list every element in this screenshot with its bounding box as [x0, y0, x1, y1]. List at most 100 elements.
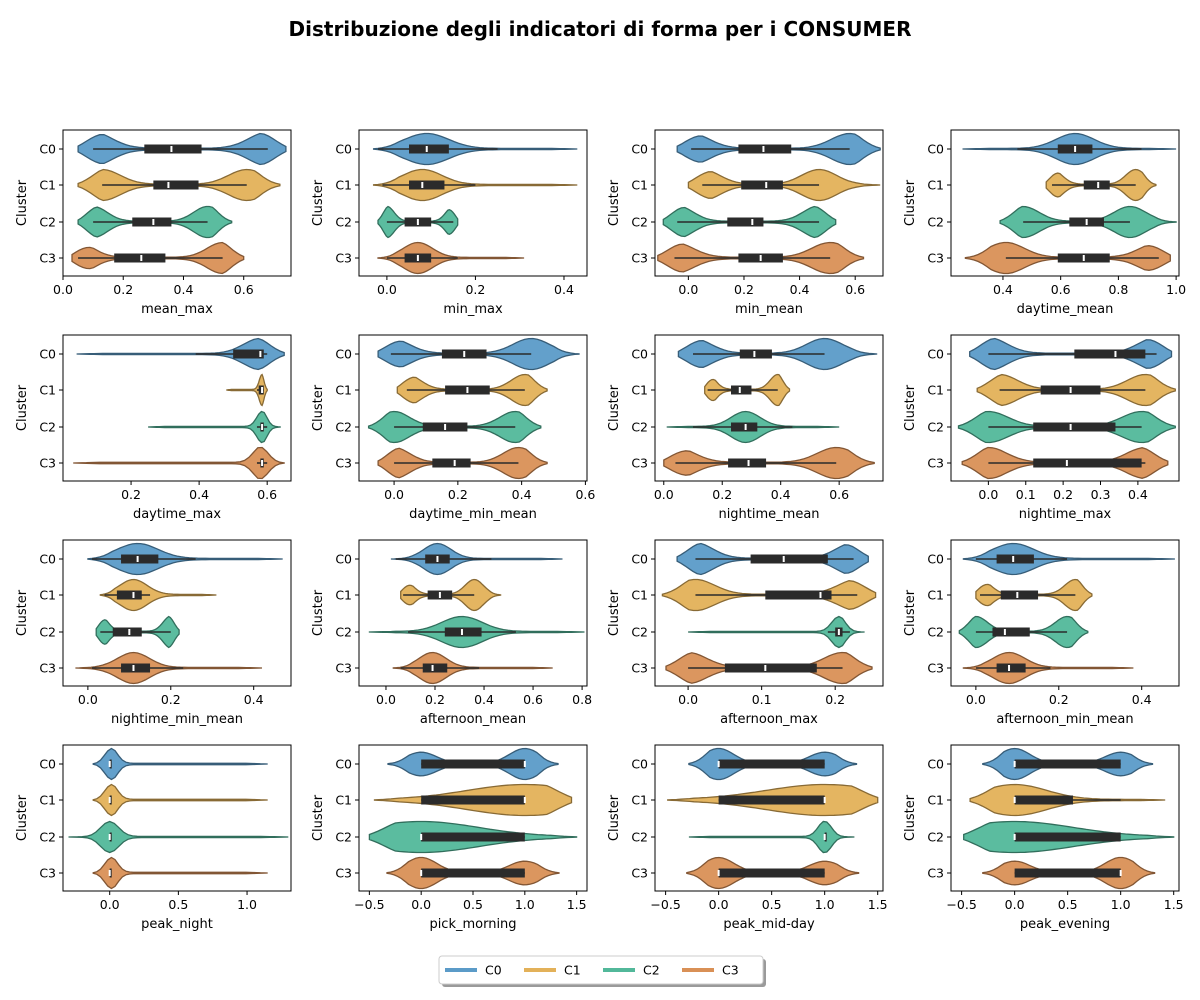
violin-C1: [226, 373, 268, 407]
xtick-label: 0.0: [384, 487, 404, 502]
median-marker-C2: [108, 834, 111, 840]
xtick-label: 0.2: [113, 282, 133, 297]
xtick-label: 0.1: [1016, 487, 1036, 502]
median-marker-C3: [431, 665, 434, 671]
xtick-label: 0.6: [1051, 282, 1071, 297]
median-marker-C1: [438, 592, 441, 598]
legend: C0 C1 C2 C3: [438, 955, 766, 987]
xtick-label: 0.0: [709, 897, 729, 912]
xtick-label: 0.2: [161, 692, 181, 707]
subplot-afternoon_mean: C0 C1 C2 C3 0.0 0.2 0.4 0.6 0.8 afternoon_mean Clu…: [311, 539, 592, 727]
ytick-label-C2: C2: [927, 625, 944, 640]
iqr-box-C2: [132, 217, 172, 227]
y-axis-label: Cluster: [311, 794, 326, 841]
iqr-box-C1: [116, 590, 142, 600]
median-marker-C3: [108, 870, 111, 876]
ytick-label-C2: C2: [335, 215, 352, 230]
iqr-box-C0: [233, 349, 264, 359]
iqr-box-C3: [718, 868, 825, 878]
xtick-label: 0.4: [993, 282, 1013, 297]
xtick-label: 0.0: [654, 487, 674, 502]
iqr-box-C2: [731, 422, 758, 432]
iqr-box-C0: [996, 554, 1034, 564]
median-marker-C0: [259, 351, 262, 357]
ytick-label-C2: C2: [39, 830, 56, 845]
xtick-label: 0.6: [234, 282, 254, 297]
ytick-label-C2: C2: [631, 625, 648, 640]
xtick-label: 1.0: [815, 897, 835, 912]
x-axis-label: afternoon_mean: [420, 712, 526, 727]
median-marker-C1: [738, 387, 741, 393]
violin-C3: [73, 446, 285, 480]
ytick-label-C2: C2: [39, 420, 56, 435]
x-axis-label: nightime_mean: [718, 507, 819, 522]
iqr-box-C2: [1033, 422, 1116, 432]
y-axis-label: Cluster: [903, 589, 918, 636]
ytick-label-C2: C2: [927, 420, 944, 435]
xtick-label: 1.5: [567, 897, 587, 912]
ytick-label-C1: C1: [631, 793, 648, 808]
subplot-daytime_min_mean: C0 C1 C2 C3 0.0 0.2 0.4 0.6 daytime_min_mean Clus…: [311, 334, 595, 522]
xtick-label: 0.0: [678, 692, 698, 707]
median-marker-C2: [444, 424, 447, 430]
iqr-box-C1: [765, 590, 832, 600]
median-marker-C2: [416, 219, 419, 225]
ytick-label-C0: C0: [335, 757, 352, 772]
iqr-box-C3: [114, 253, 166, 263]
ytick-label-C1: C1: [39, 383, 56, 398]
iqr-box-C2: [727, 217, 764, 227]
xtick-label: 0.8: [1108, 282, 1128, 297]
median-marker-C0: [762, 146, 765, 152]
xtick-label: 0.5: [762, 897, 782, 912]
median-marker-C2: [1069, 424, 1072, 430]
xtick-label: 1.0: [1166, 282, 1186, 297]
xtick-label: 0.2: [465, 282, 485, 297]
median-marker-C1: [1069, 387, 1072, 393]
axes-frame: [358, 129, 588, 277]
violin-C0: [76, 337, 285, 371]
ytick-label-C2: C2: [631, 830, 648, 845]
median-marker-C2: [152, 219, 155, 225]
figure-title: Distribuzione degli indicatori di forma …: [289, 17, 912, 41]
axes-frame: [358, 334, 588, 482]
x-axis-label: pick_morning: [429, 917, 516, 932]
legend-label-C3: C3: [722, 963, 739, 978]
ytick-label-C1: C1: [631, 588, 648, 603]
iqr-box-C1: [1014, 795, 1073, 805]
iqr-box-C1: [718, 795, 825, 805]
xtick-label: 0.5: [463, 897, 483, 912]
median-marker-C0: [523, 761, 526, 767]
ytick-label-C0: C0: [39, 757, 56, 772]
iqr-box-C0: [421, 759, 525, 769]
median-marker-C1: [523, 797, 526, 803]
median-marker-C0: [136, 556, 139, 562]
ytick-label-C1: C1: [631, 383, 648, 398]
x-axis-label: nightime_max: [1019, 507, 1112, 522]
x-axis-label: min_mean: [735, 302, 803, 317]
median-marker-C2: [1085, 219, 1088, 225]
y-axis-label: Cluster: [607, 589, 622, 636]
ytick-label-C2: C2: [335, 830, 352, 845]
iqr-box-C3: [422, 663, 448, 673]
xtick-label: −0.5: [354, 897, 384, 912]
median-marker-C3: [132, 665, 135, 671]
xtick-label: 0.0: [1005, 897, 1025, 912]
axes-frame: [358, 539, 588, 687]
iqr-box-C3: [1033, 458, 1142, 468]
iqr-box-C1: [153, 180, 199, 190]
violin-C3: [92, 856, 268, 890]
iqr-box-C0: [718, 759, 825, 769]
ytick-label-C1: C1: [927, 588, 944, 603]
median-marker-C0: [1074, 146, 1077, 152]
ytick-label-C1: C1: [39, 588, 56, 603]
xtick-label: 0.2: [734, 282, 754, 297]
iqr-box-C3: [996, 663, 1026, 673]
xtick-label: 0.2: [1053, 487, 1073, 502]
subplot-min_max: C0 C1 C2 C3 0.0 0.2 0.4 min_max Cluster: [311, 129, 588, 317]
ytick-label-C1: C1: [335, 178, 352, 193]
xtick-label: 0.6: [829, 487, 849, 502]
median-marker-C1: [421, 182, 424, 188]
ytick-label-C3: C3: [39, 456, 56, 471]
y-axis-label: Cluster: [311, 589, 326, 636]
